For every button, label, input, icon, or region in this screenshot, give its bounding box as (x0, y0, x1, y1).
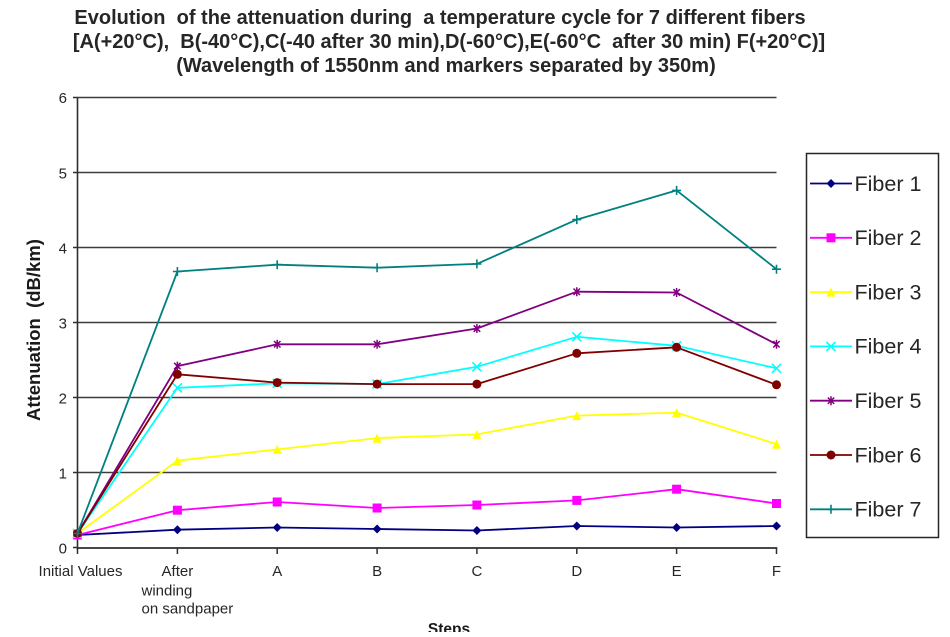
svg-text:F: F (772, 563, 781, 580)
svg-text:6: 6 (59, 90, 67, 107)
svg-text:A: A (272, 563, 282, 580)
svg-text:Steps: Steps (428, 621, 470, 632)
svg-text:1: 1 (59, 466, 67, 483)
svg-text:E: E (672, 563, 682, 580)
svg-text:B: B (372, 563, 382, 580)
svg-text:(Wavelength of 1550nm and mark: (Wavelength of 1550nm and markers separa… (176, 55, 715, 77)
svg-text:Fiber 3: Fiber 3 (855, 280, 922, 304)
svg-text:D: D (571, 563, 582, 580)
svg-text:Fiber 6: Fiber 6 (855, 443, 922, 467)
svg-text:2: 2 (59, 391, 67, 408)
svg-text:Initial Values: Initial Values (39, 563, 123, 580)
svg-text:3: 3 (59, 316, 67, 333)
svg-text:After: After (162, 563, 194, 580)
svg-text:C: C (471, 563, 482, 580)
svg-text:0: 0 (59, 541, 67, 558)
svg-text:Fiber 1: Fiber 1 (855, 172, 922, 196)
svg-text:4: 4 (59, 240, 67, 257)
svg-text:Fiber 5: Fiber 5 (855, 389, 922, 413)
svg-text:Evolution of the attenuation: Evolution of the attenuation during a te… (74, 7, 805, 29)
svg-text:winding: winding (141, 583, 193, 600)
svg-text:Fiber 4: Fiber 4 (855, 335, 922, 359)
svg-text:5: 5 (59, 165, 67, 182)
svg-text:on sandpaper: on sandpaper (142, 601, 234, 618)
svg-text:Fiber 2: Fiber 2 (855, 226, 922, 250)
svg-text:Fiber 7: Fiber 7 (855, 498, 922, 522)
svg-text:Attenuation (dB/km): Attenuation (dB/km) (23, 239, 44, 421)
svg-text:[A(+20°C), B(-40°C),C(-40 aft: [A(+20°C), B(-40°C),C(-40 after 30 min),… (73, 31, 825, 53)
